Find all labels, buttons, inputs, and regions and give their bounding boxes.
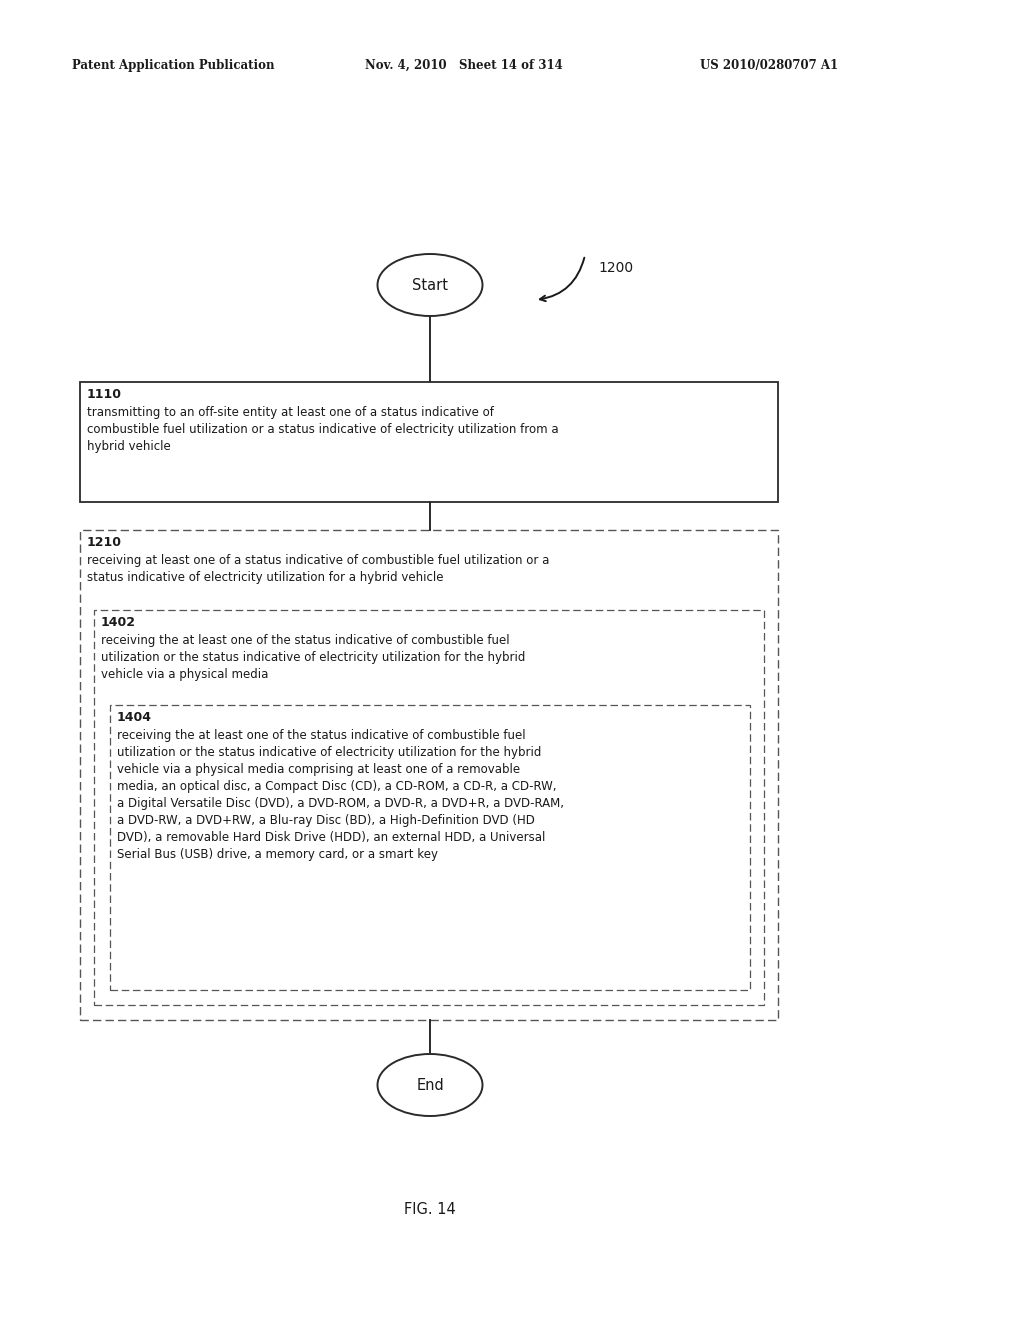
Text: US 2010/0280707 A1: US 2010/0280707 A1: [700, 58, 838, 71]
Bar: [94, 610, 764, 1005]
Text: transmitting to an off-site entity at least one of a status indicative of
combus: transmitting to an off-site entity at le…: [87, 407, 559, 453]
Bar: [80, 531, 778, 1020]
Text: 1404: 1404: [117, 711, 152, 723]
Text: receiving at least one of a status indicative of combustible fuel utilization or: receiving at least one of a status indic…: [87, 554, 549, 583]
Text: 1110: 1110: [87, 388, 122, 401]
Text: Start: Start: [412, 277, 449, 293]
Bar: [80, 381, 778, 502]
Bar: [110, 705, 750, 990]
Text: 1210: 1210: [87, 536, 122, 549]
Text: Patent Application Publication: Patent Application Publication: [72, 58, 274, 71]
Text: Nov. 4, 2010   Sheet 14 of 314: Nov. 4, 2010 Sheet 14 of 314: [365, 58, 563, 71]
Text: End: End: [416, 1077, 443, 1093]
Text: receiving the at least one of the status indicative of combustible fuel
utilizat: receiving the at least one of the status…: [117, 729, 564, 861]
Text: FIG. 14: FIG. 14: [404, 1203, 456, 1217]
Text: 1200: 1200: [598, 261, 633, 275]
Text: receiving the at least one of the status indicative of combustible fuel
utilizat: receiving the at least one of the status…: [101, 634, 525, 681]
Text: 1402: 1402: [101, 616, 136, 630]
